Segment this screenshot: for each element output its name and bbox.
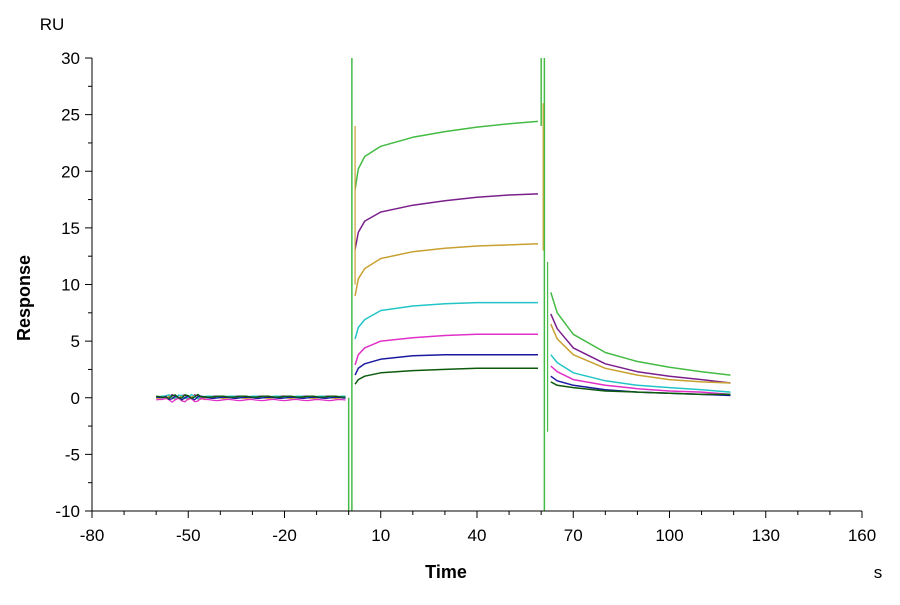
x-tick-label: -50 bbox=[176, 526, 201, 545]
y-tick-label: 10 bbox=[61, 276, 80, 295]
dissociation-curve bbox=[550, 323, 731, 384]
x-tick-label: 40 bbox=[468, 526, 487, 545]
y-unit-label: RU bbox=[40, 15, 65, 34]
x-tick-label: 130 bbox=[752, 526, 780, 545]
y-tick-label: 15 bbox=[61, 219, 80, 238]
x-tick-label: 70 bbox=[564, 526, 583, 545]
association-curve bbox=[354, 120, 539, 190]
x-tick-label: -80 bbox=[80, 526, 105, 545]
association-curve bbox=[354, 353, 538, 376]
x-tick-label: 160 bbox=[848, 526, 876, 545]
x-unit-label: s bbox=[874, 563, 883, 582]
axes-group bbox=[91, 58, 862, 512]
dissociation-curve bbox=[550, 365, 731, 396]
y-tick-label: -10 bbox=[55, 502, 80, 521]
x-tick-label: -20 bbox=[272, 526, 297, 545]
dissociation-curve bbox=[550, 354, 731, 393]
y-tick-label: -5 bbox=[65, 445, 80, 464]
association-curve bbox=[354, 333, 538, 366]
dissociation-curve bbox=[550, 313, 731, 384]
y-axis-title: Response bbox=[14, 255, 34, 341]
x-tick-label: 10 bbox=[371, 526, 390, 545]
association-curve bbox=[354, 242, 539, 296]
association-curve bbox=[354, 301, 538, 340]
x-tick-label: 100 bbox=[655, 526, 683, 545]
association-curve bbox=[354, 193, 539, 250]
y-tick-label: 25 bbox=[61, 106, 80, 125]
y-tick-label: 5 bbox=[71, 332, 80, 351]
dissociation-curve bbox=[550, 292, 731, 376]
baseline-curve bbox=[156, 397, 346, 403]
baseline-curve bbox=[156, 393, 346, 400]
dissociation-curve bbox=[550, 381, 731, 396]
y-tick-label: 30 bbox=[61, 49, 80, 68]
y-tick-label: 0 bbox=[71, 389, 80, 408]
y-tick-label: 20 bbox=[61, 162, 80, 181]
x-axis-title: Time bbox=[425, 562, 467, 582]
association-curve bbox=[354, 367, 538, 385]
series-group bbox=[156, 58, 731, 511]
